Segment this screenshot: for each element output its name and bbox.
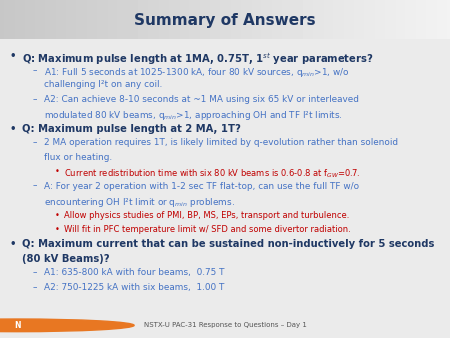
Text: Will fit in PFC temperature limit w/ SFD and some divertor radiation.: Will fit in PFC temperature limit w/ SFD…: [64, 225, 351, 234]
Text: A2: 750-1225 kA with six beams,  1.00 T: A2: 750-1225 kA with six beams, 1.00 T: [44, 283, 225, 292]
Text: challenging I²t on any coil.: challenging I²t on any coil.: [44, 80, 162, 89]
Text: •: •: [55, 167, 60, 176]
Text: –: –: [32, 268, 37, 277]
Text: NSTX-U PAC-31 Response to Questions – Day 1: NSTX-U PAC-31 Response to Questions – Da…: [144, 322, 306, 328]
Text: (80 kV Beams)?: (80 kV Beams)?: [22, 254, 109, 264]
Text: Q: Maximum pulse length at 1MA, 0.75T, 1$^{st}$ year parameters?: Q: Maximum pulse length at 1MA, 0.75T, 1…: [22, 51, 374, 67]
Text: Summary of Answers: Summary of Answers: [134, 14, 316, 28]
Text: NSTX-U: NSTX-U: [38, 321, 73, 330]
Text: –: –: [32, 66, 37, 75]
Text: •: •: [10, 124, 16, 134]
Text: •: •: [55, 225, 60, 234]
Text: modulated 80 kV beams, q$_{min}$>1, approaching OH and TF I²t limits.: modulated 80 kV beams, q$_{min}$>1, appr…: [44, 109, 343, 122]
Text: –: –: [32, 283, 37, 292]
Text: N: N: [14, 321, 20, 330]
Text: Allow physics studies of PMI, BP, MS, EPs, transport and turbulence.: Allow physics studies of PMI, BP, MS, EP…: [64, 211, 350, 219]
Text: •: •: [10, 51, 16, 61]
Text: –: –: [32, 182, 37, 191]
Text: 2 MA operation requires 1T, is likely limited by q-evolution rather than solenoi: 2 MA operation requires 1T, is likely li…: [44, 138, 398, 147]
Text: •: •: [10, 240, 16, 249]
Circle shape: [0, 319, 134, 332]
Text: –: –: [32, 95, 37, 104]
Text: A: For year 2 operation with 1-2 sec TF flat-top, can use the full TF w/o: A: For year 2 operation with 1-2 sec TF …: [44, 182, 359, 191]
Text: encountering OH I²t limit or q$_{min}$ problems.: encountering OH I²t limit or q$_{min}$ p…: [44, 196, 235, 209]
Text: A1: Full 5 seconds at 1025-1300 kA, four 80 kV sources, q$_{min}$>1, w/o: A1: Full 5 seconds at 1025-1300 kA, four…: [44, 66, 350, 79]
Text: flux or heating.: flux or heating.: [44, 152, 112, 162]
Text: Q: Maximum pulse length at 2 MA, 1T?: Q: Maximum pulse length at 2 MA, 1T?: [22, 124, 240, 134]
Text: Current redistribution time with six 80 kV beams is 0.6-0.8 at f$_{GW}$=0.7.: Current redistribution time with six 80 …: [64, 167, 361, 179]
Text: A1: 635-800 kA with four beams,  0.75 T: A1: 635-800 kA with four beams, 0.75 T: [44, 268, 225, 277]
Text: Q: Maximum current that can be sustained non-inductively for 5 seconds: Q: Maximum current that can be sustained…: [22, 240, 434, 249]
Text: –: –: [32, 138, 37, 147]
Text: •: •: [55, 211, 60, 219]
Text: A2: Can achieve 8-10 seconds at ~1 MA using six 65 kV or interleaved: A2: Can achieve 8-10 seconds at ~1 MA us…: [44, 95, 359, 104]
